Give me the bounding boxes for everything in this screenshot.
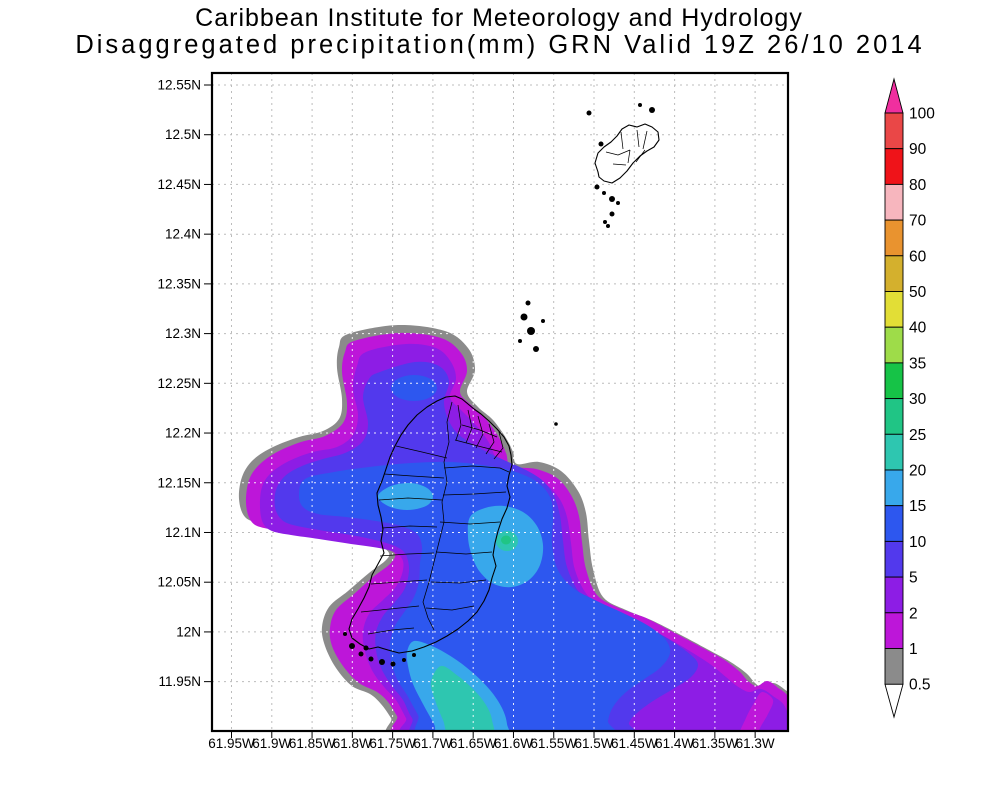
colorbar-segment xyxy=(884,255,904,292)
colorbar-segment xyxy=(884,183,904,221)
colorbar-label: 60 xyxy=(909,248,927,265)
longitude-axis-labels: 61.95W61.9W61.85W61.8W61.75W61.7W61.65W6… xyxy=(208,736,775,751)
lon-label: 61.55W xyxy=(530,736,577,751)
lon-label: 61.3W xyxy=(736,736,775,751)
colorbar-segment xyxy=(884,469,904,507)
colorbar-label: 100 xyxy=(909,106,935,123)
colorbar-label: 20 xyxy=(909,463,927,480)
colorbar-label: 80 xyxy=(909,177,927,194)
lon-label: 61.65W xyxy=(450,736,497,751)
carriacou-district-boundaries xyxy=(605,129,648,166)
colorbar-over-arrow xyxy=(884,77,904,114)
colorbar-segment xyxy=(884,291,904,328)
colorbar-segment xyxy=(884,219,904,257)
gridlines-white xyxy=(238,324,788,731)
lon-label: 61.35W xyxy=(692,736,739,751)
colorbar-label: 40 xyxy=(909,320,927,337)
lat-label: 12.35N xyxy=(157,276,201,291)
grenada-south-fringe-islets xyxy=(343,632,416,667)
lat-label: 12.4N xyxy=(165,227,201,242)
lat-label: 12.1N xyxy=(165,525,201,540)
colorbar-segment xyxy=(884,398,904,435)
lon-label: 61.9W xyxy=(252,736,291,751)
lon-label: 61.75W xyxy=(369,736,416,751)
lat-label: 11.95N xyxy=(158,674,201,689)
colorbar-segment xyxy=(884,648,904,685)
lat-label: 12.5N xyxy=(165,127,201,142)
lon-label: 61.95W xyxy=(208,736,255,751)
contour-fill-10mm-north-spot xyxy=(391,375,437,401)
contour-fill-20mm-south-core xyxy=(430,665,495,731)
lon-label: 61.5W xyxy=(574,736,613,751)
colorbar-segment xyxy=(884,612,904,649)
axis-ticks xyxy=(204,84,756,738)
latitude-axis-labels: 12.55N 12.5N 12.45N 12.4N 12.35N 12.3N 12.25N 1… xyxy=(157,78,201,690)
lat-label: 12.45N xyxy=(157,177,201,192)
colorbar-label: 10 xyxy=(909,534,927,551)
lat-label: 12.55N xyxy=(157,78,201,93)
colorbar-under-arrow xyxy=(884,683,904,719)
colorbar-label: 5 xyxy=(909,570,918,587)
grenada-coastline xyxy=(348,395,513,654)
lon-label: 61.4W xyxy=(655,736,694,751)
colorbar-segment xyxy=(884,326,904,364)
colorbar-label: 25 xyxy=(909,427,926,444)
colorbar-legend: 100 90 80 70 60 50 40 35 30 25 20 15 10 5 2 1 0.5 xyxy=(884,77,935,719)
grenada-parish-boundaries xyxy=(360,401,510,635)
precip-shading xyxy=(238,324,788,731)
contour-fill-15mm-west-patch xyxy=(377,482,434,510)
lon-label: 61.85W xyxy=(289,736,336,751)
colorbar-label: 0.5 xyxy=(909,677,931,694)
lat-label: 12.15N xyxy=(157,475,201,490)
institution-title: Caribbean Institute for Meteorology and … xyxy=(195,4,803,32)
contour-fill-25mm-east-spot xyxy=(501,535,511,545)
ronde-island-group xyxy=(518,300,558,426)
carriacou-islets xyxy=(586,103,655,228)
lat-label: 12.25N xyxy=(157,376,201,391)
colorbar-label: 70 xyxy=(909,213,927,230)
lon-label: 61.45W xyxy=(611,736,658,751)
colorbar-label: 30 xyxy=(909,391,927,408)
colorbar-segment xyxy=(884,505,904,542)
colorbar-label: 15 xyxy=(909,498,926,515)
colorbar-segment xyxy=(884,362,904,400)
colorbar-label: 1 xyxy=(909,641,918,658)
lon-label: 61.8W xyxy=(333,736,372,751)
map-frame xyxy=(210,71,790,733)
colorbar-label: 2 xyxy=(909,605,918,622)
colorbar-label: 90 xyxy=(909,141,927,158)
lon-label: 61.7W xyxy=(413,736,452,751)
map-overlays xyxy=(343,103,660,667)
contour-fill-1mm-streak-southeast xyxy=(739,691,774,731)
colorbar-label: 35 xyxy=(909,355,926,372)
colorbar-segment xyxy=(884,576,904,614)
lat-label: 12.05N xyxy=(157,575,201,590)
colorbar-label: 50 xyxy=(909,284,927,301)
lat-label: 12N xyxy=(176,624,201,639)
lon-label: 61.6W xyxy=(494,736,533,751)
carriacou-coastline xyxy=(594,123,660,184)
colorbar-segment xyxy=(884,540,904,578)
colorbar-segment xyxy=(884,148,904,185)
lat-label: 12.3N xyxy=(165,326,201,341)
colorbar-segment xyxy=(884,433,904,471)
page-title: Disaggregated precipitation(mm) GRN Vali… xyxy=(75,31,924,59)
colorbar-segment xyxy=(884,112,904,150)
lat-label: 12.2N xyxy=(165,426,201,441)
